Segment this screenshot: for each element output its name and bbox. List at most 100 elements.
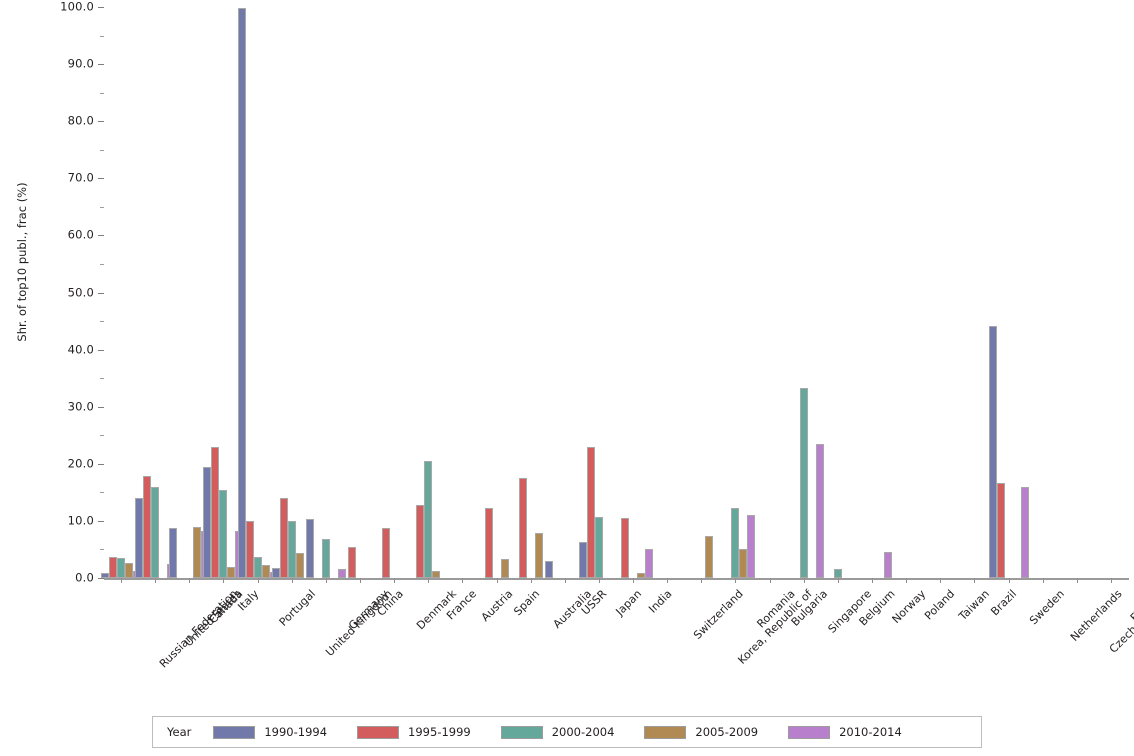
bar: [109, 556, 118, 578]
y-tick-label: 30.0: [67, 398, 94, 413]
y-tick-label: 40.0: [67, 341, 94, 356]
legend-label: 2010-2014: [839, 725, 902, 739]
bar: [203, 467, 212, 578]
legend-swatch: [213, 725, 256, 739]
bar: [799, 388, 808, 578]
x-tick-mark: [838, 578, 839, 583]
x-tick-mark: [599, 578, 600, 583]
x-tick-mark: [258, 578, 259, 583]
bar: [245, 520, 254, 578]
y-tick-mark: [98, 578, 104, 579]
y-tick-label: 20.0: [67, 456, 94, 471]
legend-item[interactable]: 1995-1999: [357, 725, 471, 739]
x-tick-mark: [906, 578, 907, 583]
bar: [382, 527, 391, 578]
bar: [348, 547, 356, 578]
y-tick-label: 0.0: [75, 570, 94, 585]
x-tick-label: Austria: [479, 587, 516, 624]
legend: Year 1990-1994 1995-1999 2000-2004 2005-200…: [152, 716, 982, 748]
x-tick-mark: [189, 578, 190, 583]
bar: [287, 520, 296, 578]
y-minor-tick: [100, 35, 104, 37]
y-tick-mark: [98, 349, 104, 351]
x-tick-mark: [121, 578, 122, 583]
x-tick-label: India: [646, 587, 675, 616]
bar: [534, 532, 543, 578]
bar: [321, 539, 330, 578]
y-tick-mark: [98, 463, 104, 465]
y-minor-tick: [100, 263, 104, 265]
x-tick-mark: [462, 578, 463, 583]
legend-swatch: [500, 725, 543, 739]
legend-items: 1990-1994 1995-1999 2000-2004 2005-2009 2010…: [213, 725, 931, 739]
x-tick-label: Switzerland: [691, 587, 746, 642]
y-tick-mark: [98, 520, 104, 522]
bar: [337, 568, 346, 578]
x-tick-label: Norway: [889, 587, 929, 626]
bar: [731, 508, 740, 578]
legend-label: 1995-1999: [408, 725, 471, 739]
bar: [253, 556, 262, 578]
y-tick-mark: [98, 64, 104, 66]
legend-item[interactable]: 2005-2009: [644, 725, 758, 739]
legend-swatch: [357, 725, 400, 739]
y-minor-tick: [100, 149, 104, 151]
bar: [135, 498, 144, 578]
x-tick-mark: [804, 578, 805, 583]
x-tick-label: Japan: [613, 587, 645, 619]
bar: [219, 490, 228, 578]
y-tick-label: 60.0: [67, 227, 94, 242]
x-tick-label: Poland: [922, 587, 958, 623]
y-minor-tick: [100, 492, 104, 494]
bar: [1020, 487, 1029, 578]
legend-label: 2005-2009: [695, 725, 759, 739]
bar: [988, 325, 997, 578]
bar: [518, 478, 527, 578]
y-minor-tick: [100, 92, 104, 94]
y-tick-mark: [98, 178, 104, 180]
y-minor-tick: [100, 321, 104, 323]
legend-swatch: [644, 725, 687, 739]
x-tick-mark: [735, 578, 736, 583]
x-tick-label: Taiwan: [956, 587, 993, 623]
x-axis-line: [104, 578, 1129, 580]
bar: [169, 528, 178, 578]
x-tick-mark: [531, 578, 532, 583]
bar: [143, 476, 152, 578]
legend-item[interactable]: 1990-1994: [213, 725, 327, 739]
bar: [484, 507, 493, 578]
y-tick-label: 90.0: [67, 56, 94, 71]
y-tick-label: 100.0: [60, 0, 94, 14]
x-tick-mark: [1077, 578, 1078, 583]
x-tick-mark: [155, 578, 156, 583]
y-tick-mark: [98, 292, 104, 294]
bar: [594, 516, 603, 578]
bar: [586, 447, 595, 578]
x-tick-label: Finland: [1127, 587, 1134, 625]
y-axis-title: Shr. of top10 publ., frac (%): [15, 182, 29, 342]
bar: [645, 548, 654, 578]
y-minor-tick: [100, 378, 104, 380]
bar: [884, 552, 892, 578]
bar: [621, 518, 630, 578]
bar: [996, 483, 1005, 578]
x-tick-label: Portugal: [276, 587, 318, 629]
legend-label: 1990-1994: [264, 725, 328, 739]
bar: [578, 542, 587, 578]
bar: [295, 553, 304, 578]
x-tick-label: Brazil: [988, 587, 1020, 619]
x-tick-mark: [701, 578, 702, 583]
x-tick-mark: [1009, 578, 1010, 583]
x-tick-mark: [394, 578, 395, 583]
bar: [117, 558, 126, 578]
bar: [125, 563, 134, 578]
y-tick-mark: [98, 406, 104, 408]
legend-item[interactable]: 2010-2014: [788, 725, 902, 739]
y-tick-label: 50.0: [67, 284, 94, 299]
x-tick-label: Sweden: [1026, 587, 1067, 628]
bar: [739, 548, 748, 578]
bar: [432, 570, 441, 578]
x-tick-mark: [633, 578, 634, 583]
legend-item[interactable]: 2000-2004: [500, 725, 614, 739]
